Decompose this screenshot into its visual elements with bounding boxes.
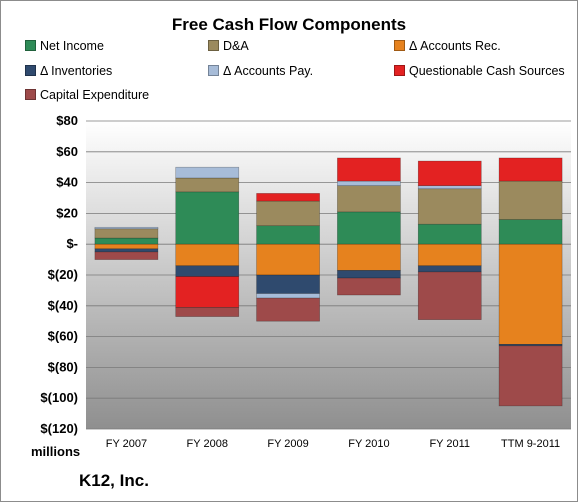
bar-segment — [337, 277, 401, 296]
y-tick-label: $(80) — [48, 359, 78, 374]
legend-label: Δ Accounts Rec. — [409, 39, 501, 53]
y-tick-label: $40 — [56, 175, 78, 190]
bar-segment — [417, 243, 482, 267]
y-tick-label: $(120) — [40, 421, 78, 436]
bar-segment — [498, 180, 563, 220]
legend-label: Questionable Cash Sources — [409, 64, 565, 78]
bar-segment — [256, 274, 320, 294]
legend-item-inventories: Δ Inventories — [25, 64, 112, 78]
legend-swatch — [208, 65, 219, 76]
x-tick-label: FY 2008 — [187, 438, 228, 450]
bar-segment — [175, 177, 240, 193]
legend-item-accounts-rec: Δ Accounts Rec. — [394, 39, 501, 53]
legend-label: Net Income — [40, 39, 104, 53]
x-tick-label: TTM 9-2011 — [501, 438, 560, 450]
legend-item-questionable-cash: Questionable Cash Sources — [394, 64, 565, 78]
bar-segment — [498, 345, 563, 407]
bar-segment — [94, 251, 159, 260]
x-tick-label: FY 2007 — [106, 438, 147, 450]
y-tick-label: $(20) — [48, 267, 78, 282]
y-tick-label: $(100) — [40, 390, 78, 405]
legend-item-da: D&A — [208, 39, 249, 53]
legend-swatch — [394, 65, 405, 76]
y-tick-label: $20 — [56, 205, 78, 220]
bar-segment — [175, 276, 240, 308]
legend-label: Capital Expenditure — [40, 88, 150, 102]
legend-item-capex: Capital Expenditure — [25, 88, 149, 102]
bar-segment — [256, 297, 320, 322]
y-tick-label: $60 — [56, 144, 78, 159]
x-tick-label: FY 2010 — [348, 438, 389, 450]
legend-swatch — [25, 89, 36, 100]
x-tick-label: FY 2011 — [429, 438, 470, 450]
legend-swatch — [25, 65, 36, 76]
y-tick-label: $80 — [56, 113, 78, 128]
legend-item-net-income: Net Income — [25, 39, 104, 53]
bar-segment — [94, 226, 159, 230]
legend-item-accounts-pay: Δ Accounts Pay. — [208, 64, 313, 78]
legend-swatch — [25, 40, 36, 51]
bar-segment — [256, 200, 320, 227]
y-units-label: millions — [31, 444, 81, 459]
bar-segment — [175, 191, 240, 245]
bar-segment — [94, 237, 159, 245]
bar-segment — [256, 225, 320, 245]
bar-segment — [94, 243, 159, 250]
bar-segment — [256, 243, 320, 276]
y-tick-label: $- — [66, 236, 78, 251]
company-label: K12, Inc. — [79, 471, 149, 490]
bar-segment — [175, 243, 240, 267]
bar-segment — [175, 166, 240, 179]
x-tick-label: FY 2009 — [267, 438, 308, 450]
legend-label: Δ Inventories — [40, 64, 113, 78]
bar-segment — [498, 219, 563, 245]
legend-swatch — [208, 40, 219, 51]
bar-segment — [337, 270, 401, 279]
bar-segment — [94, 248, 159, 253]
bar-segment — [417, 160, 482, 186]
bar-segment — [175, 307, 240, 317]
bar-segment — [417, 188, 482, 225]
bar-segment — [256, 193, 320, 202]
bar-segment — [417, 185, 482, 190]
bar-segment — [337, 185, 401, 213]
bar-segment — [337, 243, 401, 271]
bar-segment — [175, 265, 240, 277]
y-tick-label: $(60) — [48, 329, 78, 344]
bar-segment — [498, 243, 563, 345]
bar-segment — [498, 157, 563, 182]
legend-label: Δ Accounts Pay. — [223, 64, 314, 78]
bar-segment — [337, 211, 401, 245]
bar-segment — [337, 180, 401, 186]
bar-segment — [256, 293, 320, 299]
chart-title: Free Cash Flow Components — [171, 15, 407, 34]
bar-segment — [417, 271, 482, 320]
y-tick-label: $(40) — [48, 298, 78, 313]
bar-segment — [417, 223, 482, 245]
legend-swatch — [394, 40, 405, 51]
legend-label: D&A — [223, 39, 249, 53]
bar-segment — [337, 157, 401, 182]
bar-segment — [417, 265, 482, 273]
bar-segment — [94, 228, 159, 239]
